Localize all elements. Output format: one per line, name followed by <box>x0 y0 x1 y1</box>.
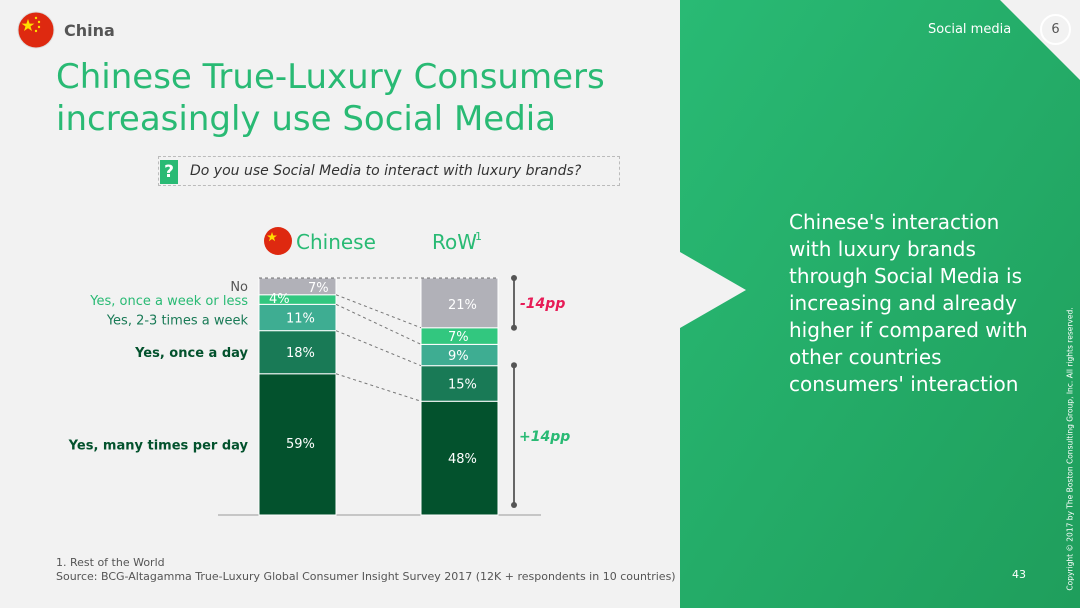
title-line-1: Chinese True-Luxury Consumers <box>56 57 605 97</box>
annotation-bracket-end <box>511 502 517 508</box>
title-line-2: increasingly use Social Media <box>56 99 557 139</box>
category-superscript: 1 <box>475 230 482 243</box>
country-label: China <box>64 21 115 40</box>
series-label: Yes, once a week or less <box>89 294 248 309</box>
connector-line <box>335 294 422 329</box>
bar-value-label: 11% <box>286 312 315 327</box>
source-note: Source: BCG-Altagamma True-Luxury Global… <box>56 570 676 583</box>
connector-line <box>335 373 422 402</box>
category-label-chinese: Chinese <box>296 230 376 254</box>
stacked-bar-chart: 59% 18% 11% 4% 7% 48% 15% 9% 7% 21% Yes, many time… <box>68 227 570 516</box>
bar-value-label: 48% <box>448 452 477 467</box>
section-label: Social media <box>928 22 1012 37</box>
bar-value-label: 9% <box>448 349 469 364</box>
connector-line <box>335 330 422 367</box>
bar-segment <box>420 277 499 329</box>
copyright-notice: Copyright © 2017 by The Boston Consultin… <box>1064 307 1076 590</box>
china-flag-icon <box>264 227 292 255</box>
series-label: Yes, 2-3 times a week <box>106 313 249 328</box>
connector-line <box>335 303 422 345</box>
series-label: Yes, many times per day <box>68 438 249 453</box>
footnote-row: 1. Rest of the World <box>56 556 165 569</box>
bar-value-label: 59% <box>286 437 315 452</box>
category-label-row: RoW <box>432 230 477 254</box>
page-number: 43 <box>1012 568 1026 581</box>
china-flag-icon <box>17 11 55 49</box>
question-text: Do you use Social Media to interact with… <box>190 163 582 179</box>
copyright-text: Copyright © 2017 by The Boston Consultin… <box>1065 307 1075 591</box>
bar-segment <box>258 330 337 375</box>
question-box <box>158 156 620 186</box>
page-title: Chinese True-Luxury Consumers increasing… <box>56 56 676 140</box>
insight-text: Chinese's interaction with luxury brands… <box>789 210 1028 396</box>
question-icon: ? <box>160 160 178 184</box>
series-label: Yes, once a day <box>134 346 248 361</box>
bar-value-label: 4% <box>269 292 290 307</box>
annotation-bracket-end <box>511 362 517 369</box>
annotation-label: +14pp <box>519 429 570 445</box>
bar-value-label: 7% <box>448 330 469 345</box>
bar-segment <box>258 303 337 332</box>
side-panel-background <box>680 0 1080 608</box>
bar-value-label: 18% <box>286 346 315 361</box>
bar-segment <box>420 365 499 402</box>
annotation-bracket-end <box>511 324 517 331</box>
bar-value-label: 15% <box>448 377 477 392</box>
annotation-bracket-end <box>511 275 517 281</box>
annotation-label: -14pp <box>520 296 565 312</box>
bar-value-label: 21% <box>448 298 477 313</box>
series-label: No <box>230 280 248 295</box>
section-number-badge: 6 <box>1040 14 1071 45</box>
bar-value-label: 7% <box>308 281 329 296</box>
